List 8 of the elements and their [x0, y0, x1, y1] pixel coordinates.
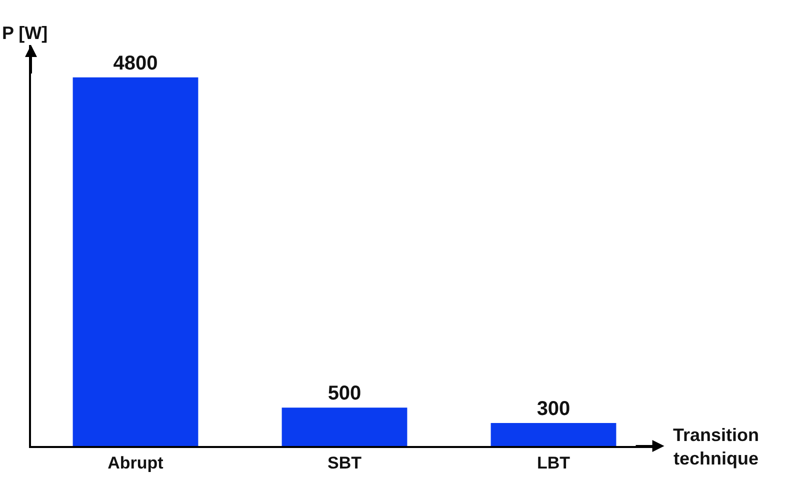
x-tick-label: LBT: [536, 453, 571, 472]
y-axis-title: P [W]: [2, 23, 48, 43]
data-label: 300: [536, 398, 570, 420]
x-axis-title: Transition technique: [673, 425, 760, 468]
data-label: 500: [328, 382, 362, 405]
data-label: 4800: [113, 52, 158, 74]
x-tick-label: Abrupt: [108, 453, 164, 472]
x-tick-label: SBT: [328, 453, 362, 472]
